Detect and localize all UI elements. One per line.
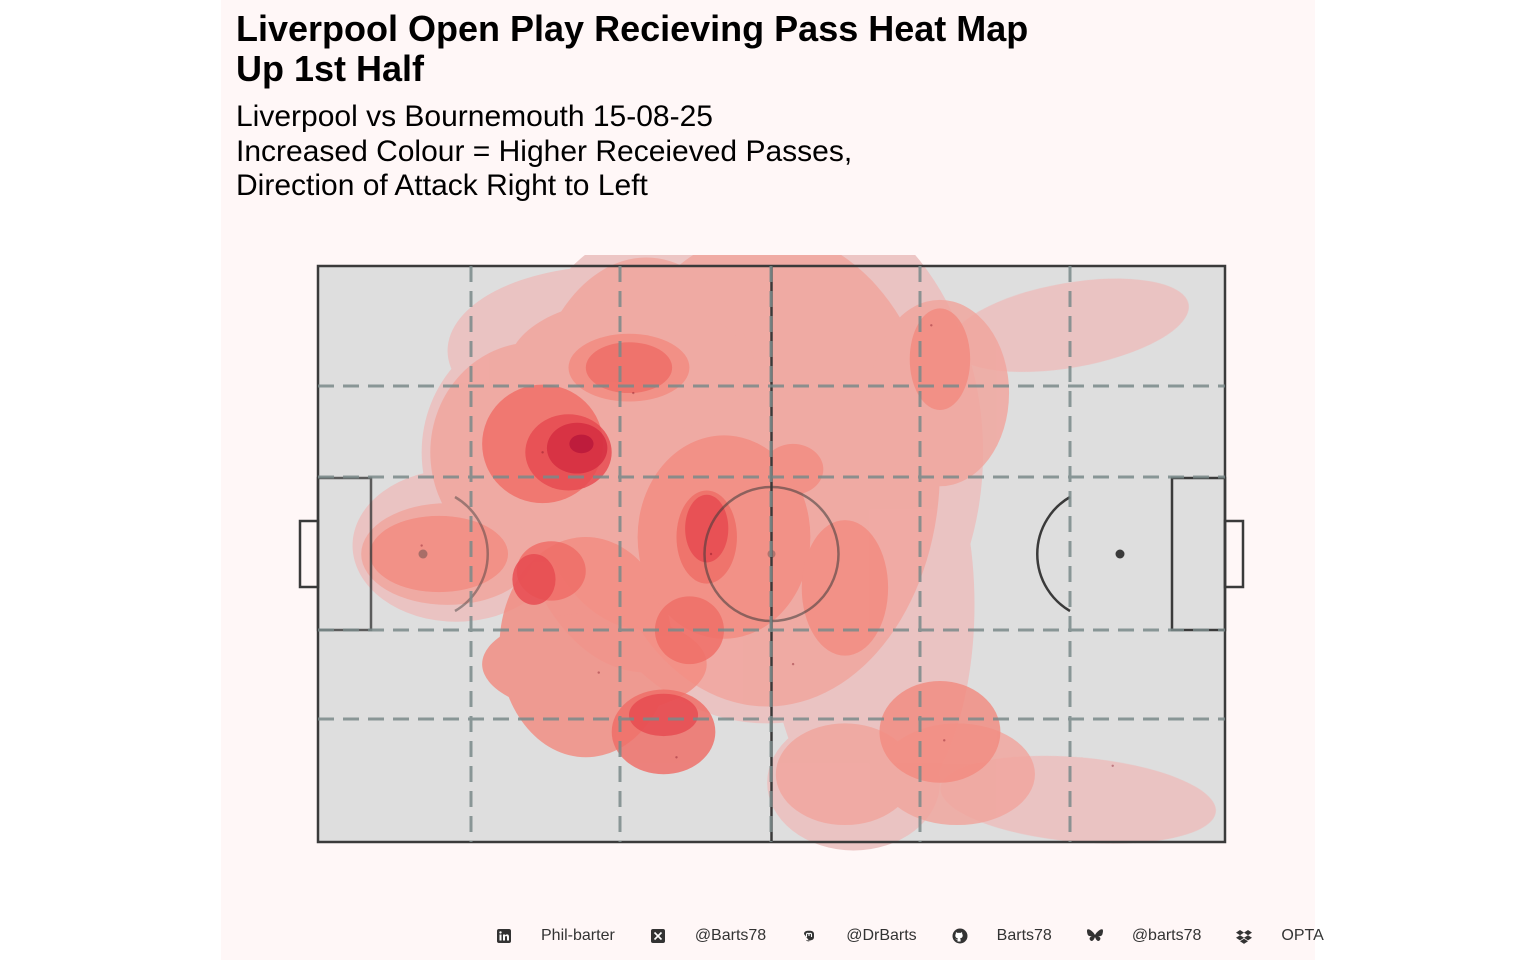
density-blob-l3-7 — [801, 520, 889, 656]
density-hotspot-2 — [709, 552, 713, 556]
density-hotspot-4 — [632, 391, 635, 395]
dropbox-icon — [1235, 927, 1253, 945]
density-blob-l3-3 — [369, 515, 509, 593]
left-penalty-spot — [418, 549, 428, 559]
density-blob-l3-4 — [482, 613, 707, 715]
credit-item: Barts78 — [951, 927, 1086, 945]
right-penalty-arc — [1036, 495, 1071, 613]
density-blob-l5-2 — [685, 494, 729, 563]
x-twitter-icon — [649, 927, 667, 945]
density-blob-l4-3 — [654, 596, 724, 665]
density-hotspot-7 — [943, 739, 946, 742]
credit-item: @DrBarts — [800, 927, 950, 945]
density-hotspot-10 — [1111, 764, 1114, 767]
density-level-7 — [569, 434, 594, 454]
density-level-5 — [512, 414, 729, 737]
credit-item: @Barts78 — [649, 927, 800, 945]
density-hotspot-9 — [930, 324, 933, 327]
density-blob-l7-1 — [569, 434, 594, 454]
density-hotspot-8 — [420, 544, 423, 547]
density-blob-l5-4 — [628, 693, 699, 737]
density-blob-l2-7 — [775, 723, 915, 826]
zone-grid — [318, 266, 1225, 842]
density-hotspot-3 — [541, 451, 544, 454]
left-goal — [298, 519, 320, 589]
chart-title: Liverpool Open Play Recieving Pass Heat … — [236, 8, 1029, 89]
credit-item: Phil-barter — [495, 927, 649, 945]
linkedin-icon — [495, 927, 513, 945]
credit-item: OPTA — [1235, 927, 1357, 945]
density-hotspot-5 — [675, 756, 678, 759]
density-blob-l3-8 — [879, 681, 1001, 783]
credit-item: @barts78 — [1086, 927, 1236, 945]
github-icon — [951, 927, 969, 945]
density-blob-l3-6 — [762, 443, 824, 495]
mastodon-icon — [800, 927, 818, 945]
credit-text: @barts78 — [1131, 927, 1202, 944]
density-hotspot-6 — [791, 662, 795, 666]
right-penalty-spot — [1115, 549, 1125, 559]
left-penalty-arc — [454, 495, 489, 613]
credit-text: OPTA — [1281, 927, 1324, 944]
density-blob-l5-3 — [512, 554, 556, 605]
credit-text: @DrBarts — [846, 927, 917, 944]
density-hotspot-1 — [597, 671, 600, 674]
credit-text: Phil-barter — [541, 927, 615, 944]
credit-text: Barts78 — [996, 927, 1052, 944]
credit-text: @Barts78 — [694, 927, 767, 944]
right-goal — [1223, 519, 1245, 589]
social-credits: Phil-barter @Barts78 @DrBarts Barts78 @barts… — [495, 924, 1358, 948]
bluesky-icon — [1086, 927, 1104, 945]
density-blob-l4-2 — [585, 342, 673, 394]
chart-subtitle: Liverpool vs Bournemouth 15-08-25 Increa… — [236, 100, 853, 202]
